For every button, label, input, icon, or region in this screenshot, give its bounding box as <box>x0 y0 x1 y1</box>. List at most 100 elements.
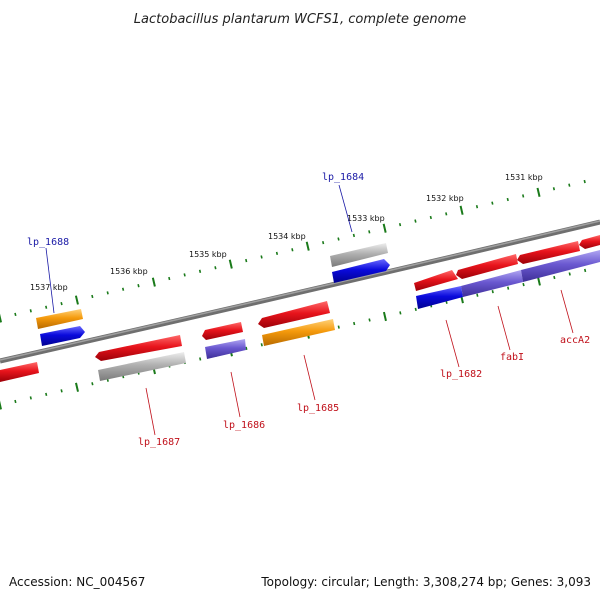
accession-text: Accession: NC_004567 <box>9 575 145 589</box>
scale-track-major-tick <box>74 295 79 305</box>
gene-lp-1686[interactable] <box>205 339 246 359</box>
scale-label-1536: 1536 kbp <box>110 267 148 276</box>
scale-track-minor-tick <box>106 291 109 295</box>
gene-accA2[interactable] <box>521 250 600 282</box>
scale-track-minor-tick <box>291 248 294 252</box>
lower-track-minor-tick <box>414 307 417 312</box>
scale-track-minor-tick <box>45 305 48 309</box>
gene-lp-1688-orange[interactable] <box>36 309 83 329</box>
gene-lp-1685-red[interactable] <box>258 301 330 328</box>
gene-lp-1682-red[interactable] <box>414 270 458 291</box>
scale-track-major-tick <box>0 313 2 323</box>
lower-track-major-tick <box>0 400 2 410</box>
lower-track-minor-tick <box>91 382 94 386</box>
scale-track-minor-tick <box>414 219 417 223</box>
lower-track-minor-tick <box>199 357 202 361</box>
gene-left-edge-red[interactable] <box>0 362 39 382</box>
label-fabI[interactable]: fabI <box>500 352 524 363</box>
scale-label-1533: 1533 kbp <box>347 214 385 223</box>
lower-track-minor-tick <box>260 343 263 347</box>
scale-label-1534: 1534 kbp <box>268 232 306 241</box>
label-accA2[interactable]: accA2 <box>560 335 590 346</box>
scale-track-major-tick <box>459 205 464 215</box>
scale-track-minor-tick <box>14 312 17 317</box>
gene-lp-1686-red[interactable] <box>202 322 243 340</box>
label-lp-1686[interactable]: lp_1686 <box>223 420 265 431</box>
label-lp-1688[interactable]: lp_1688 <box>27 237 69 248</box>
scale-track-major-tick <box>536 187 541 197</box>
lower-track-minor-tick <box>353 321 356 326</box>
lower-track-minor-tick <box>245 346 248 350</box>
scale-track-minor-tick <box>475 205 479 209</box>
gene-fabI[interactable] <box>461 270 523 297</box>
gene-lp-1685[interactable] <box>262 319 335 346</box>
scale-label-1535: 1535 kbp <box>189 250 227 259</box>
scale-label-1537: 1537 kbp <box>30 283 68 292</box>
lower-track-minor-tick <box>29 396 32 400</box>
scale-track-minor-tick <box>429 215 432 220</box>
scale-track-minor-tick <box>398 223 402 227</box>
lower-track-minor-tick <box>399 311 402 315</box>
lower-track-major-tick <box>75 382 79 392</box>
lower-track-minor-tick <box>553 275 556 280</box>
gene-lp-1684[interactable] <box>330 243 388 267</box>
scale-label-1531: 1531 kbp <box>505 173 543 182</box>
scale-track-minor-tick <box>522 194 525 198</box>
scale-track-minor-tick <box>91 294 94 299</box>
genome-backbone-highlight <box>0 220 600 361</box>
scale-track-minor-tick <box>168 276 171 281</box>
genome-title: Lactobacillus plantarum WCFS1, complete … <box>134 12 466 27</box>
scale-track-minor-tick <box>245 258 248 263</box>
gene-fabI-red[interactable] <box>456 254 518 279</box>
lower-track-minor-tick <box>337 325 340 329</box>
lower-track-minor-tick <box>568 272 571 276</box>
scale-track-minor-tick <box>491 201 494 205</box>
scale-track-minor-tick <box>275 251 279 256</box>
scale-track-major-tick <box>305 241 310 251</box>
gene-accA2-red[interactable] <box>517 241 580 264</box>
lower-track-minor-tick <box>45 392 48 397</box>
scale-track-minor-tick <box>60 301 63 306</box>
scale-track-minor-tick <box>121 287 125 291</box>
scale-track-minor-tick <box>552 187 556 191</box>
scale-track-minor-tick <box>137 284 140 288</box>
gene-lp-1687[interactable] <box>98 352 186 381</box>
label-lp-1684[interactable]: lp_1684 <box>322 172 364 183</box>
scale-track-minor-tick <box>337 237 340 241</box>
lower-track-minor-tick <box>476 293 479 297</box>
scale-track-minor-tick <box>368 230 371 234</box>
scale-track-minor-tick <box>352 233 356 238</box>
scale-track-minor-tick <box>322 240 325 245</box>
lower-track-minor-tick <box>14 399 17 404</box>
genome-summary-text: Topology: circular; Length: 3,308,274 bp… <box>260 575 591 589</box>
scale-track-minor-tick <box>260 255 263 259</box>
scale-track-minor-tick <box>29 309 32 313</box>
genome-backbone <box>0 219 600 364</box>
lower-track-major-tick <box>382 311 387 322</box>
scale-track <box>0 179 586 323</box>
gene-lp-1684-blue[interactable] <box>332 259 390 283</box>
lower-track-major-tick <box>536 276 541 286</box>
scale-track-major-tick <box>228 259 233 269</box>
scale-track-minor-tick <box>445 212 448 216</box>
scale-track-major-tick <box>382 223 387 233</box>
leader-lines <box>45 184 574 436</box>
scale-label-1532: 1532 kbp <box>426 194 464 203</box>
scale-track-minor-tick <box>568 183 571 187</box>
lower-track-minor-tick <box>507 286 510 290</box>
gene-edge-red[interactable] <box>579 235 600 249</box>
gene-lp-1682[interactable] <box>416 286 463 309</box>
lower-track-minor-tick <box>522 282 525 287</box>
lower-track-minor-tick <box>368 318 371 322</box>
label-lp-1685[interactable]: lp_1685 <box>297 403 339 414</box>
label-lp-1687[interactable]: lp_1687 <box>138 437 180 448</box>
scale-track-minor-tick <box>183 273 186 277</box>
scale-track-major-tick <box>151 277 156 287</box>
gene-lp-1687-red[interactable] <box>95 335 182 361</box>
scale-track-minor-tick <box>214 266 217 270</box>
gene-lp-1688[interactable] <box>40 326 85 346</box>
lower-track-minor-tick <box>491 290 494 294</box>
label-lp-1682[interactable]: lp_1682 <box>440 369 482 380</box>
lower-track-minor-tick <box>60 389 63 393</box>
